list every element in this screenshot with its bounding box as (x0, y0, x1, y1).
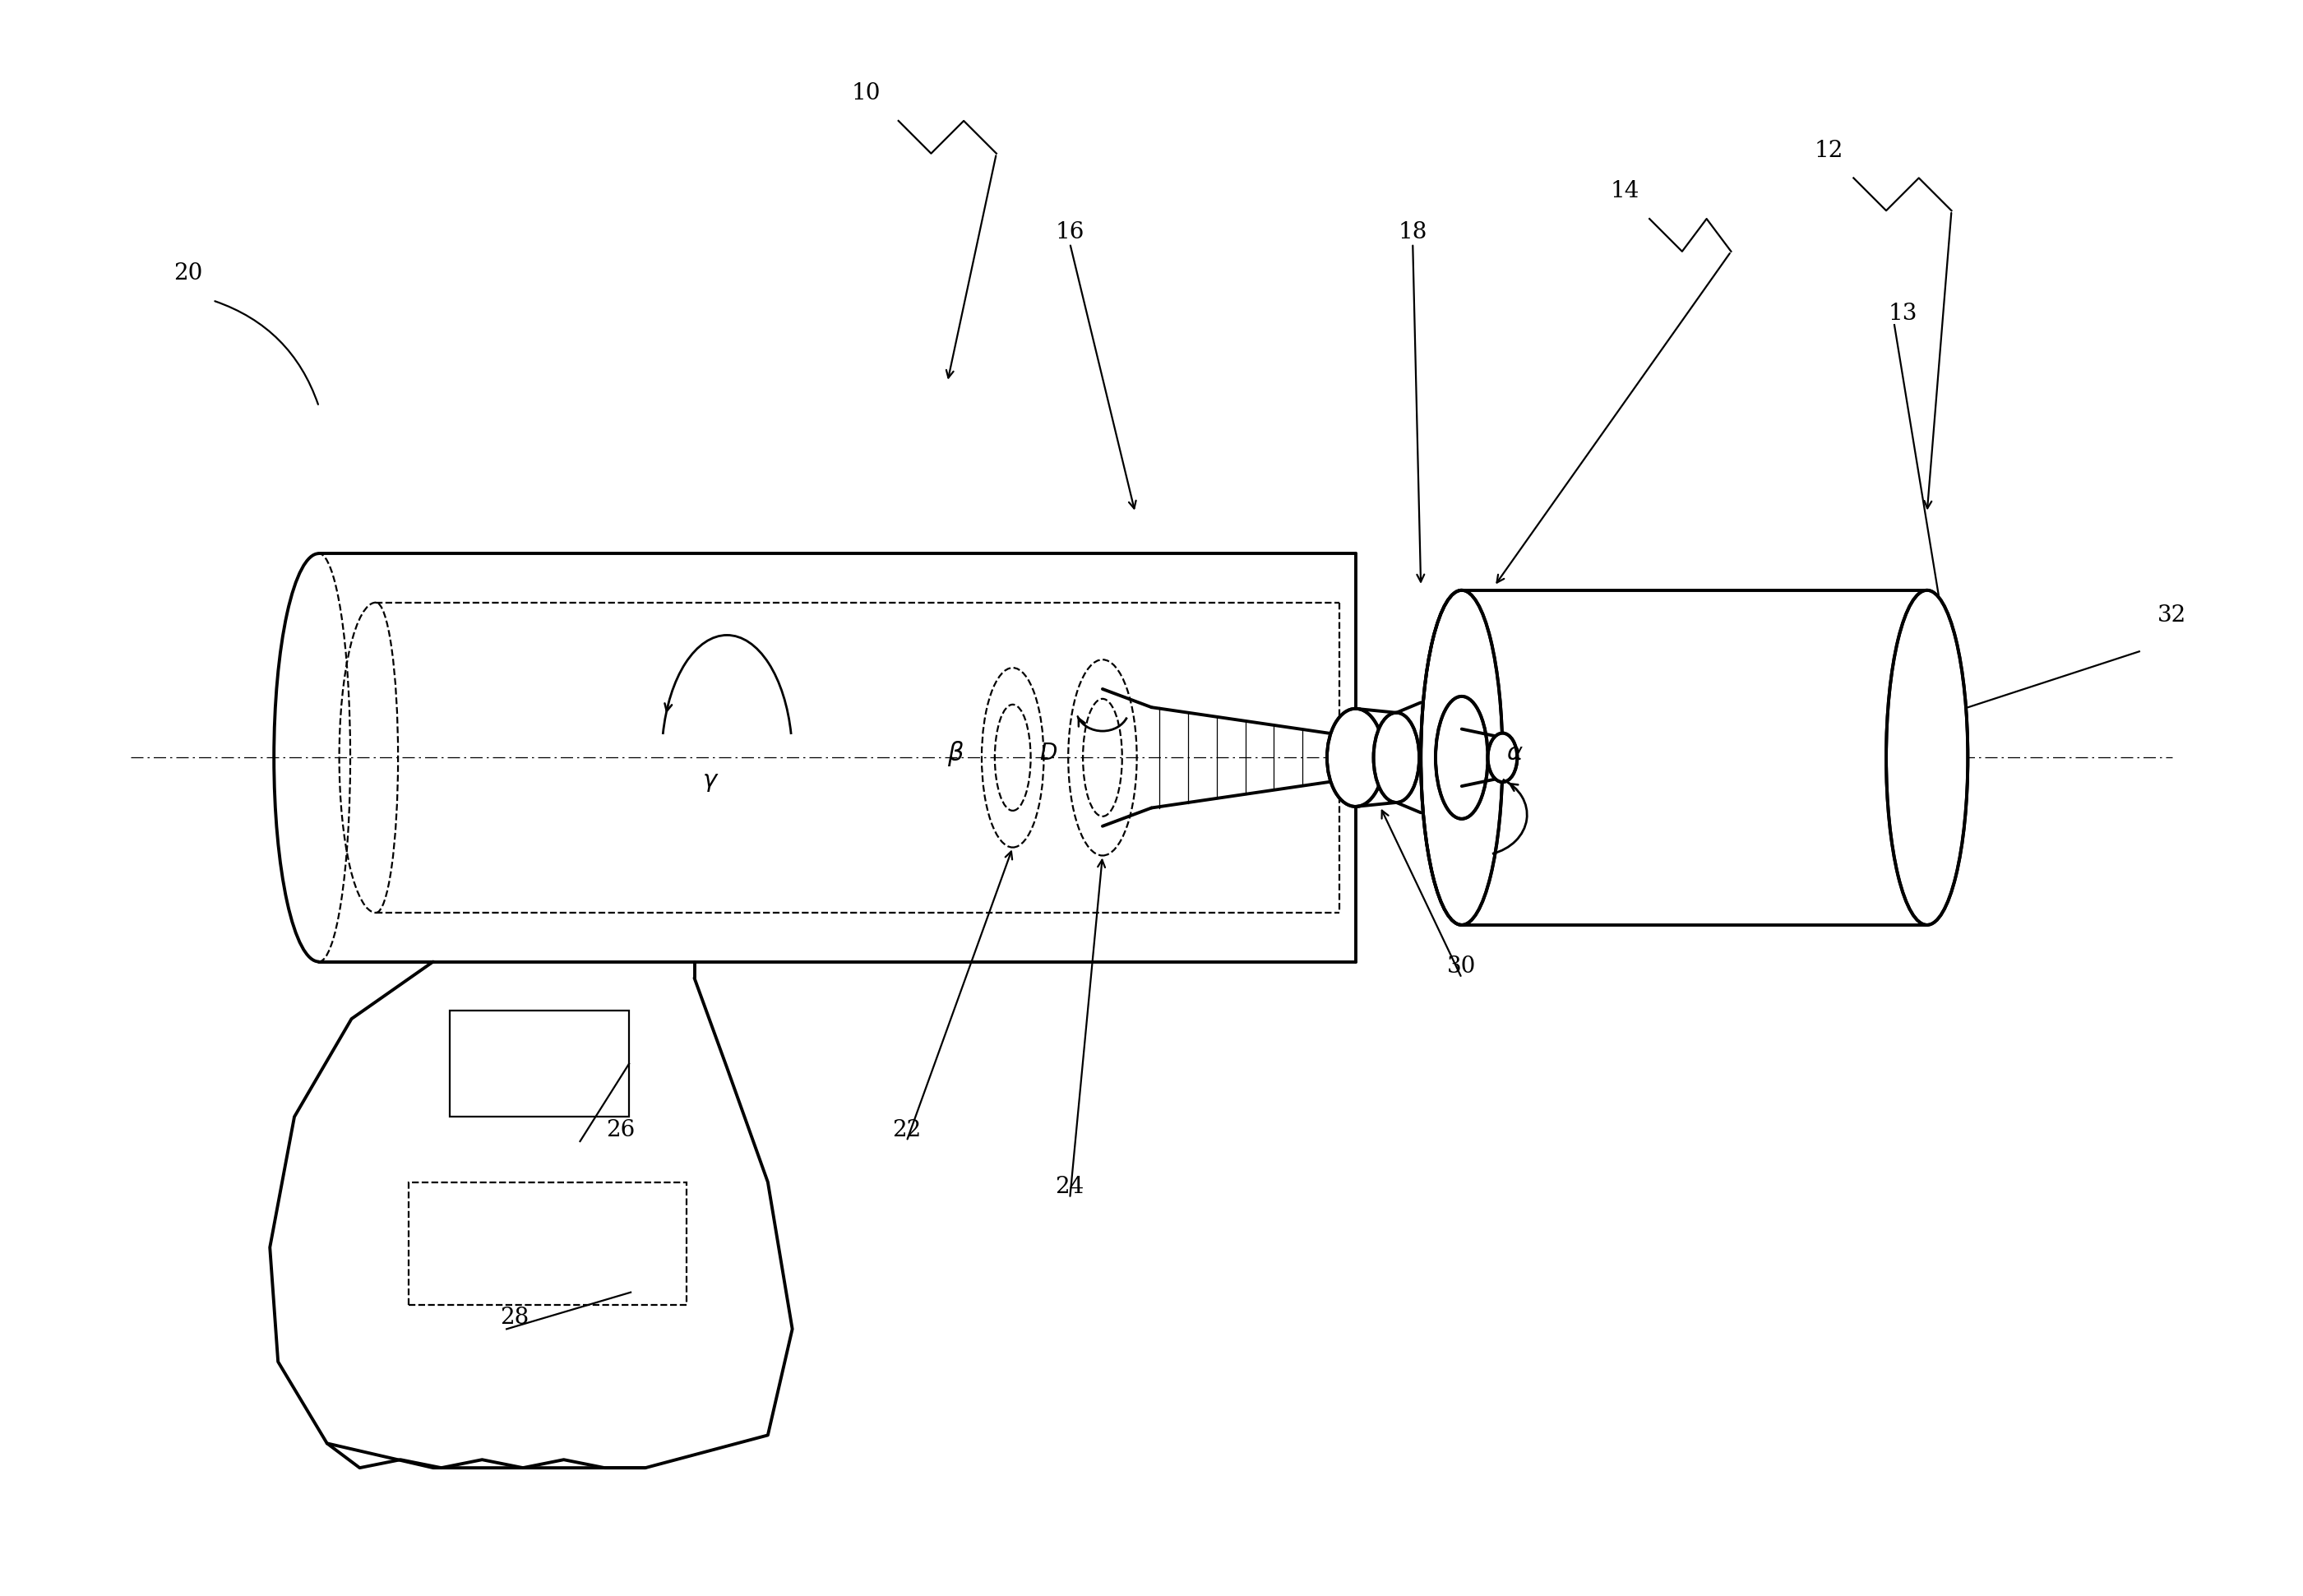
Text: $D$: $D$ (1039, 742, 1057, 764)
Text: 22: 22 (891, 1119, 921, 1141)
Text: 13: 13 (1888, 303, 1916, 326)
Text: 12: 12 (1815, 139, 1845, 161)
Ellipse shape (1373, 713, 1419, 803)
FancyBboxPatch shape (1462, 591, 1928, 926)
Text: 14: 14 (1610, 180, 1640, 203)
Text: 30: 30 (1446, 956, 1476, 978)
Text: $\gamma$: $\gamma$ (702, 771, 719, 793)
Text: 20: 20 (173, 262, 203, 284)
Ellipse shape (1488, 733, 1518, 782)
Text: 10: 10 (852, 83, 880, 104)
Text: $\beta$: $\beta$ (947, 739, 963, 768)
Text: 28: 28 (500, 1307, 530, 1329)
Bar (449, 1010, 629, 1117)
Text: 24: 24 (1055, 1176, 1085, 1199)
Text: $\alpha$: $\alpha$ (1506, 742, 1525, 764)
Ellipse shape (1886, 591, 1967, 926)
Text: 18: 18 (1398, 222, 1428, 243)
Text: 16: 16 (1055, 222, 1085, 243)
Ellipse shape (1421, 591, 1502, 926)
Bar (408, 1183, 686, 1304)
Text: 32: 32 (2158, 605, 2186, 627)
Ellipse shape (1435, 696, 1488, 819)
Ellipse shape (1327, 709, 1384, 806)
Text: 26: 26 (606, 1119, 636, 1141)
